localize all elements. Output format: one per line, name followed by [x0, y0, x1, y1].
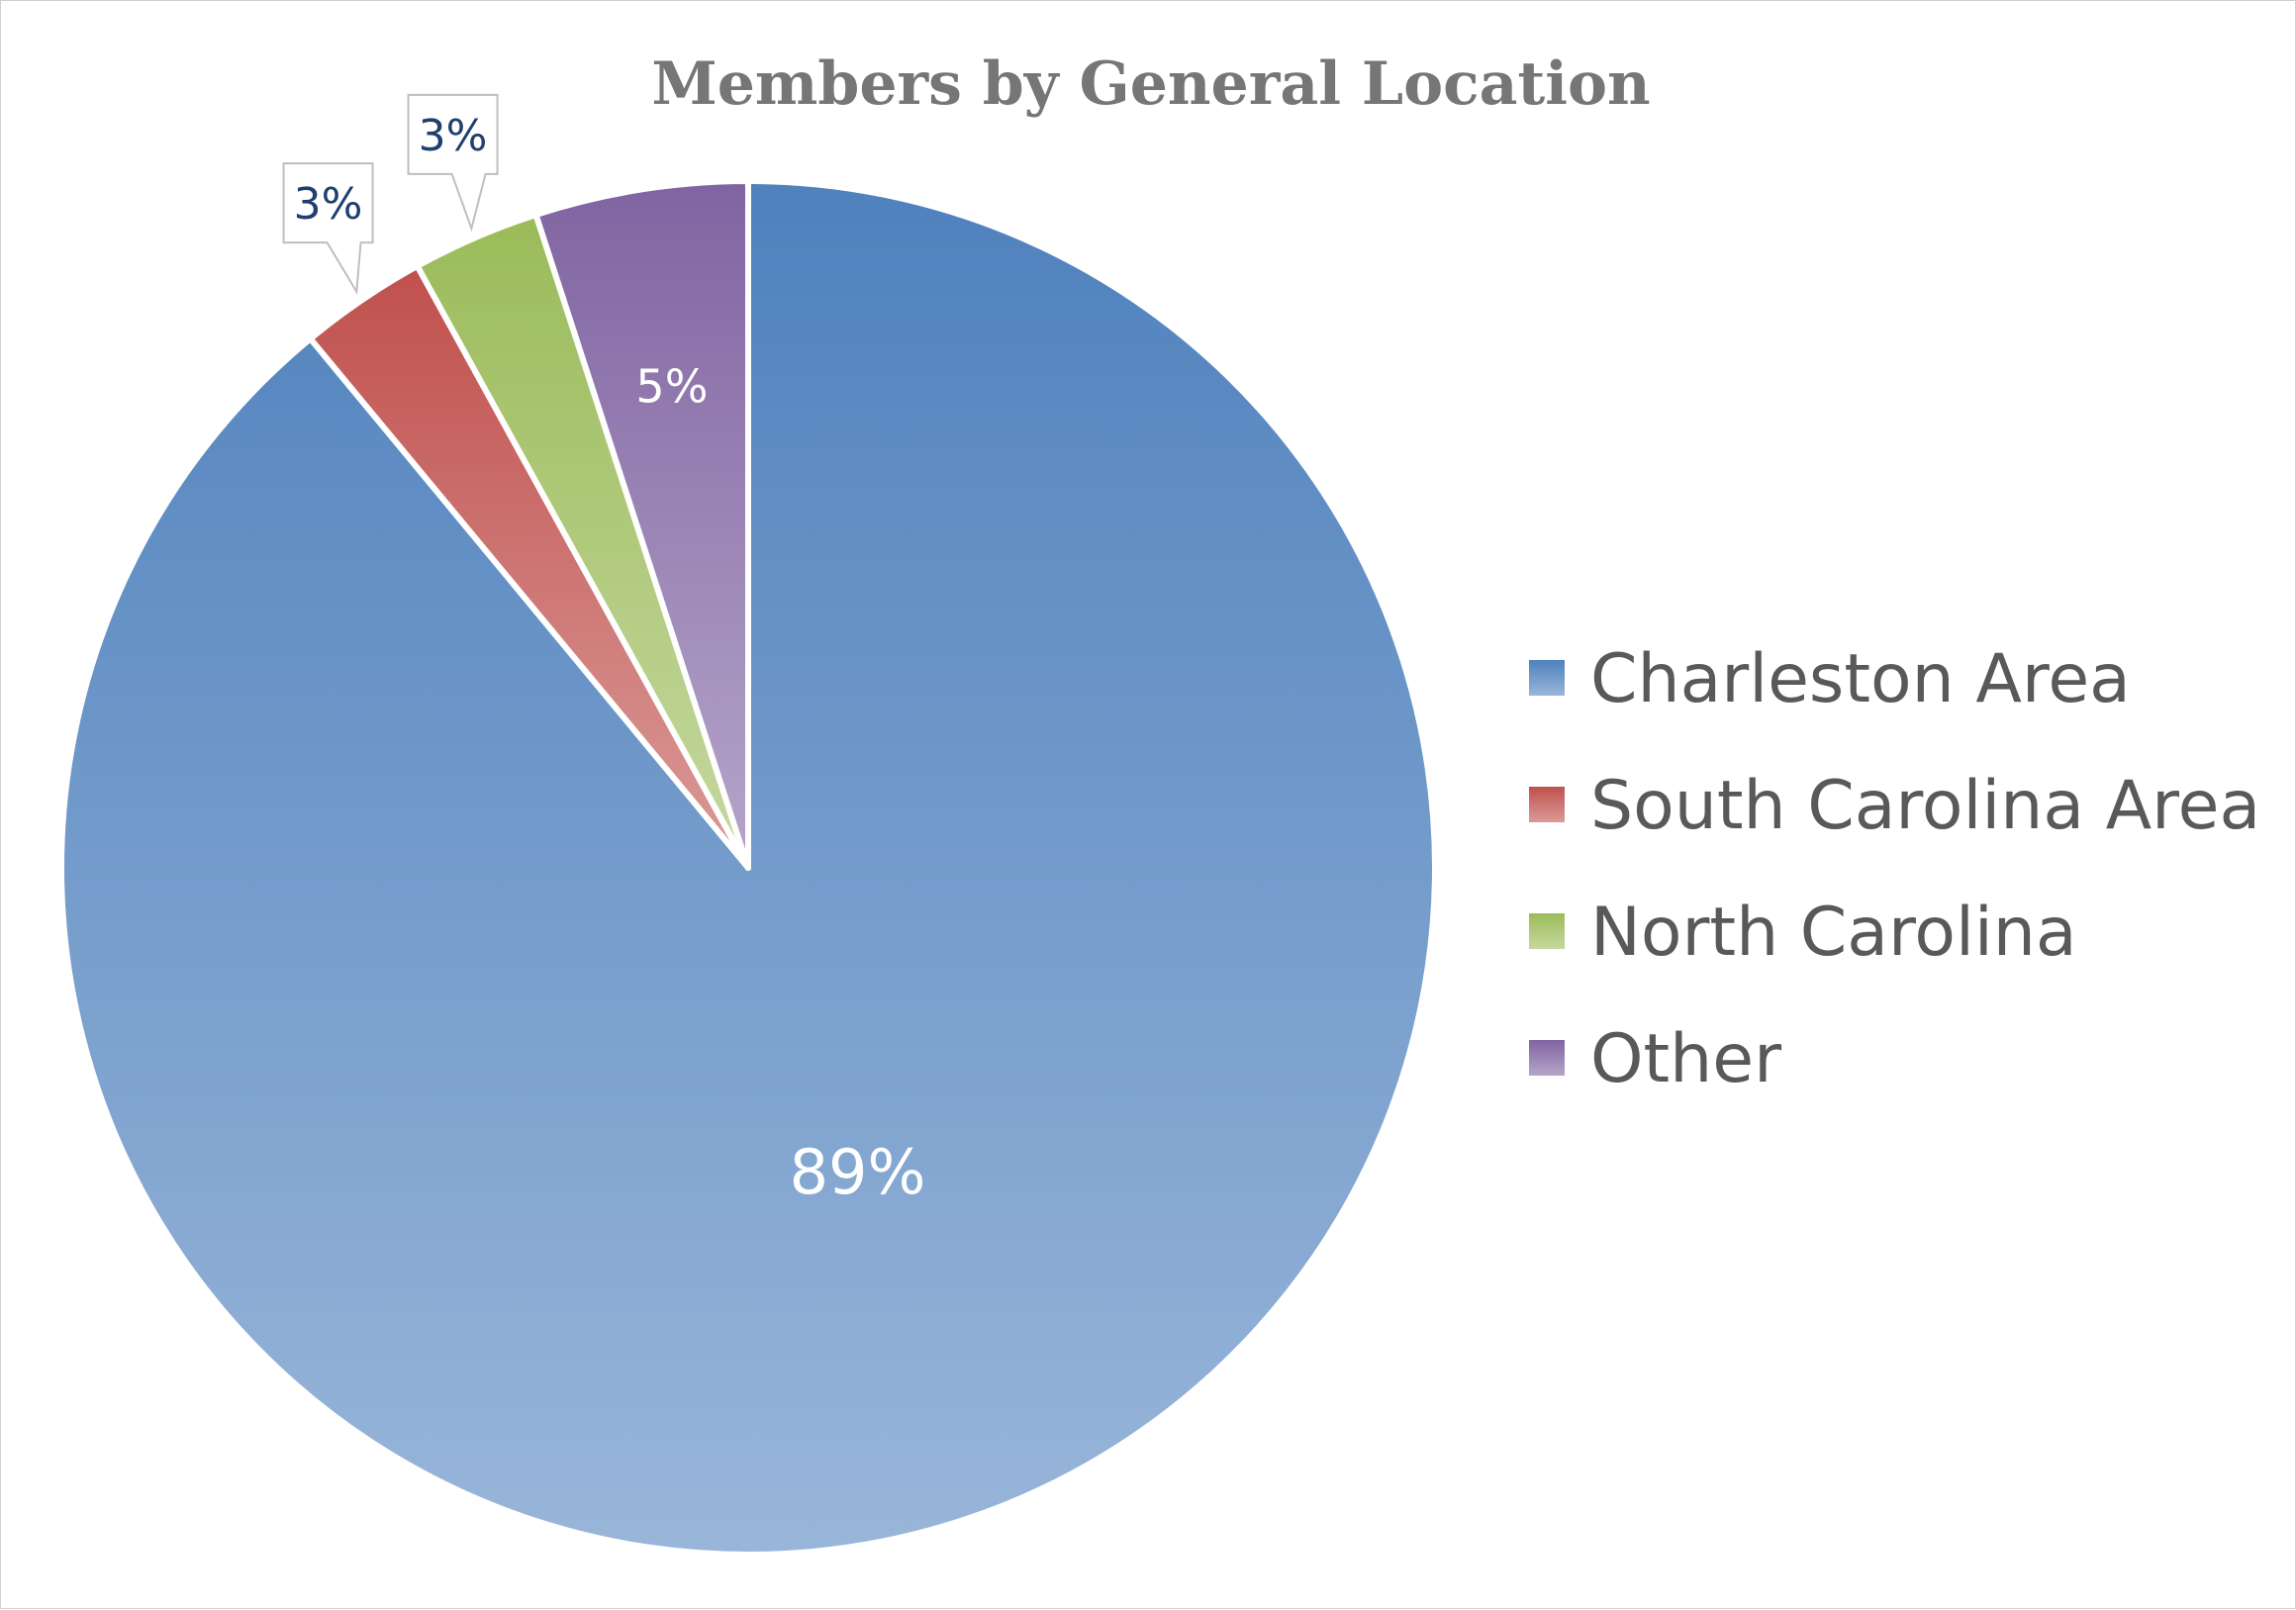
- legend-swatch: [1529, 1040, 1565, 1076]
- legend-swatch: [1529, 913, 1565, 949]
- legend: Charleston Area South Carolina Area North …: [1529, 640, 2260, 1098]
- data-labels: 89% 3% 3% 5%: [282, 93, 926, 1208]
- legend-item-charleston-area: Charleston Area: [1529, 640, 2131, 718]
- data-label-other: 5%: [635, 359, 708, 413]
- svg-text:3%: 3%: [419, 111, 488, 161]
- legend-item-south-carolina-area: South Carolina Area: [1529, 767, 2260, 845]
- legend-item-north-carolina: North Carolina: [1529, 894, 2077, 972]
- data-label-charleston-area: 89%: [790, 1136, 926, 1208]
- legend-label: South Carolina Area: [1590, 767, 2260, 845]
- slice-other: [532, 178, 751, 871]
- legend-label: Charleston Area: [1590, 640, 2131, 718]
- chart-title: Members by General Location: [651, 49, 1650, 119]
- svg-text:3%: 3%: [294, 179, 363, 230]
- data-label-south-carolina-area: 3%: [282, 162, 374, 295]
- slice-charleston-area: [58, 178, 1438, 1558]
- legend-label: Other: [1590, 1020, 1781, 1098]
- pie-slices: [58, 178, 1438, 1558]
- legend-item-other: Other: [1529, 1020, 1781, 1098]
- data-label-north-carolina: 3%: [407, 93, 499, 233]
- legend-swatch: [1529, 787, 1565, 822]
- legend-swatch: [1529, 660, 1565, 696]
- legend-label: North Carolina: [1590, 894, 2077, 972]
